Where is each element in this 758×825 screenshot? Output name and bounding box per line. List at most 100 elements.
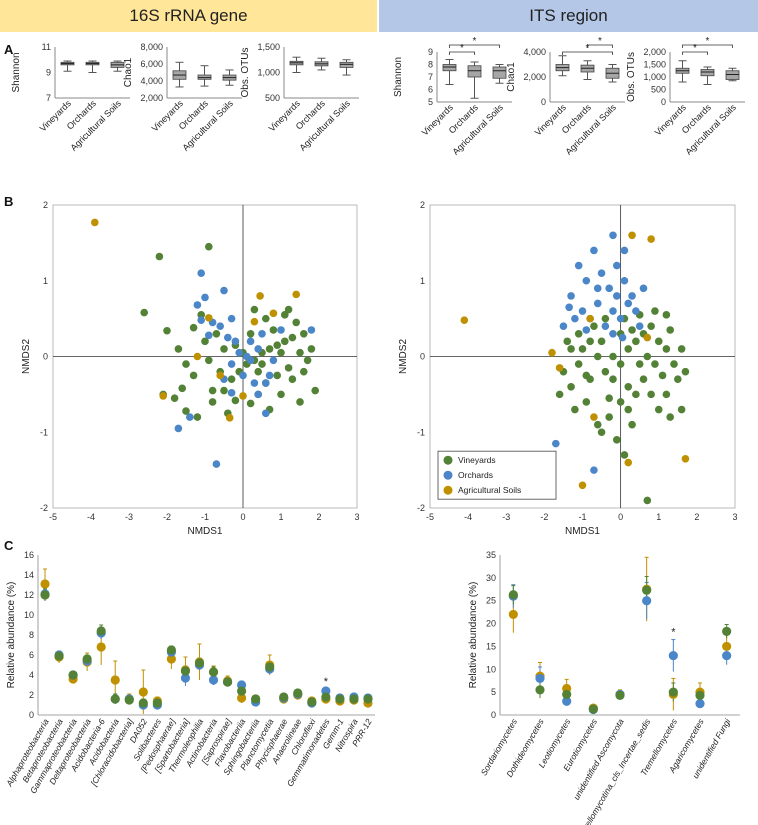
abundance-its-point xyxy=(668,650,678,661)
nmds-16s-point xyxy=(265,345,274,353)
nmds-16s-point xyxy=(277,390,285,399)
abundance-16s-point xyxy=(237,693,247,703)
nmds-16s-xtick-label: -2 xyxy=(163,512,171,522)
nmds-its-point xyxy=(578,345,587,353)
nmds-its-point xyxy=(635,360,644,368)
nmds-its-point xyxy=(609,329,617,338)
nmds-16s-ytick-label: 1 xyxy=(43,276,48,286)
abundance-its-point xyxy=(695,698,705,709)
box-its-shannon-ytick-label: 8 xyxy=(428,60,433,70)
abundance-16s-point xyxy=(321,692,331,702)
nmds-its-xtick-label: 0 xyxy=(618,512,623,522)
box-its-shannon-significance-label: * xyxy=(460,43,464,54)
nmds-its-ytick-label: -2 xyxy=(417,503,425,513)
nmds-16s-xtick-label: 0 xyxy=(240,512,245,522)
nmds-its-point xyxy=(639,284,648,293)
nmds-16s-point xyxy=(205,356,213,365)
nmds-16s-point xyxy=(205,242,213,251)
box-its-otus-box xyxy=(700,69,715,77)
nmds-its-point xyxy=(582,326,591,334)
abundance-16s-point xyxy=(208,667,219,677)
abundance-16s-point xyxy=(265,662,275,672)
nmds-16s-point xyxy=(208,386,217,395)
nmds-its-point xyxy=(460,316,469,324)
nmds-16s-point xyxy=(258,360,266,368)
nmds-its-point xyxy=(567,292,575,300)
box-its-otus-significance-bracket xyxy=(682,44,733,48)
nmds-its-point xyxy=(620,276,629,285)
box-its-shannon-significance-label: * xyxy=(473,36,477,47)
abundance-its-point xyxy=(722,641,732,652)
nmds-its-point xyxy=(613,436,621,444)
nmds-16s-point xyxy=(254,390,262,399)
nmds-its-point xyxy=(628,326,636,334)
abundance-16s-point xyxy=(166,654,176,664)
nmds-16s-point xyxy=(227,389,236,397)
abundance-16s-ytick-label: 12 xyxy=(24,590,34,600)
nmds-16s-point xyxy=(273,341,282,349)
nmds-16s-point xyxy=(262,409,270,418)
nmds-its-point xyxy=(666,326,674,334)
abundance-its-point xyxy=(722,626,732,636)
nmds-its-xtick-label: -2 xyxy=(540,512,548,522)
nmds-16s-xtick-label: -5 xyxy=(49,512,57,522)
nmds-its-point xyxy=(651,360,659,368)
abundance-16s-point xyxy=(222,677,233,687)
nmds-16s-point xyxy=(292,290,301,299)
box-its-shannon-significance-bracket xyxy=(449,44,500,48)
abundance-16s-ytick-label: 2 xyxy=(29,690,34,700)
nmds-its-point xyxy=(613,292,621,300)
nmds-its-point xyxy=(628,420,636,429)
nmds-its-point xyxy=(643,352,652,361)
abundance-its-point xyxy=(508,590,518,600)
abundance-its-point xyxy=(642,585,652,595)
nmds-16s-point xyxy=(170,394,179,402)
nmds-its-point xyxy=(559,322,568,331)
box-its-otus-ylabel: Obs. OTUs xyxy=(626,52,637,102)
nmds-16s-point xyxy=(284,305,293,314)
abundance-16s-point xyxy=(349,694,359,704)
nmds-its-point xyxy=(563,337,572,346)
abundance-16s-point xyxy=(138,687,148,697)
abundance-its-point xyxy=(615,690,625,700)
nmds-its-xlabel: NMDS1 xyxy=(565,526,600,537)
abundance-16s-point xyxy=(54,651,64,661)
box-16s-otus-box xyxy=(339,61,354,68)
nmds-16s-xtick-label: 2 xyxy=(316,512,321,522)
abundance-its-point xyxy=(562,689,572,700)
nmds-its-point xyxy=(593,352,602,361)
nmds-16s-ytick-label: -2 xyxy=(40,503,48,513)
nmds-its-point xyxy=(571,405,579,414)
nmds-16s-point xyxy=(281,311,289,319)
nmds-its-point xyxy=(624,458,633,467)
nmds-16s-point xyxy=(250,317,259,326)
nmds-16s-point xyxy=(254,345,262,353)
box-16s-chao1-ylabel: Chao1 xyxy=(123,57,134,87)
nmds-its-point xyxy=(605,413,613,421)
nmds-its-point xyxy=(593,420,602,429)
nmds-16s-point xyxy=(205,314,213,322)
box-16s-shannon-chart: 7911ShannonVineyardsOrchardsAgricultural… xyxy=(11,42,130,153)
nmds-16s-point xyxy=(220,386,228,395)
nmds-its-point xyxy=(586,337,594,346)
nmds-its-point xyxy=(616,314,625,323)
box-its-otus-ytick-label: 500 xyxy=(651,85,666,95)
nmds-its-point xyxy=(605,394,613,402)
nmds-16s-point xyxy=(201,337,209,346)
nmds-16s-point xyxy=(208,398,217,406)
nmds-its-point xyxy=(654,337,663,346)
nmds-its-point xyxy=(624,299,633,308)
nmds-16s-point xyxy=(182,360,190,368)
nmds-its-point xyxy=(658,371,667,380)
nmds-16s-point xyxy=(258,329,266,338)
nmds-16s-point xyxy=(140,308,148,317)
nmds-16s-point xyxy=(292,318,301,327)
nmds-16s-ytick-label: -1 xyxy=(40,427,48,437)
nmds-its-point xyxy=(677,345,686,353)
nmds-16s-point xyxy=(197,269,205,277)
nmds-its-legend-marker xyxy=(443,470,453,480)
nmds-16s-point xyxy=(296,348,304,357)
nmds-its-point xyxy=(609,231,617,240)
nmds-16s-point xyxy=(239,392,247,400)
